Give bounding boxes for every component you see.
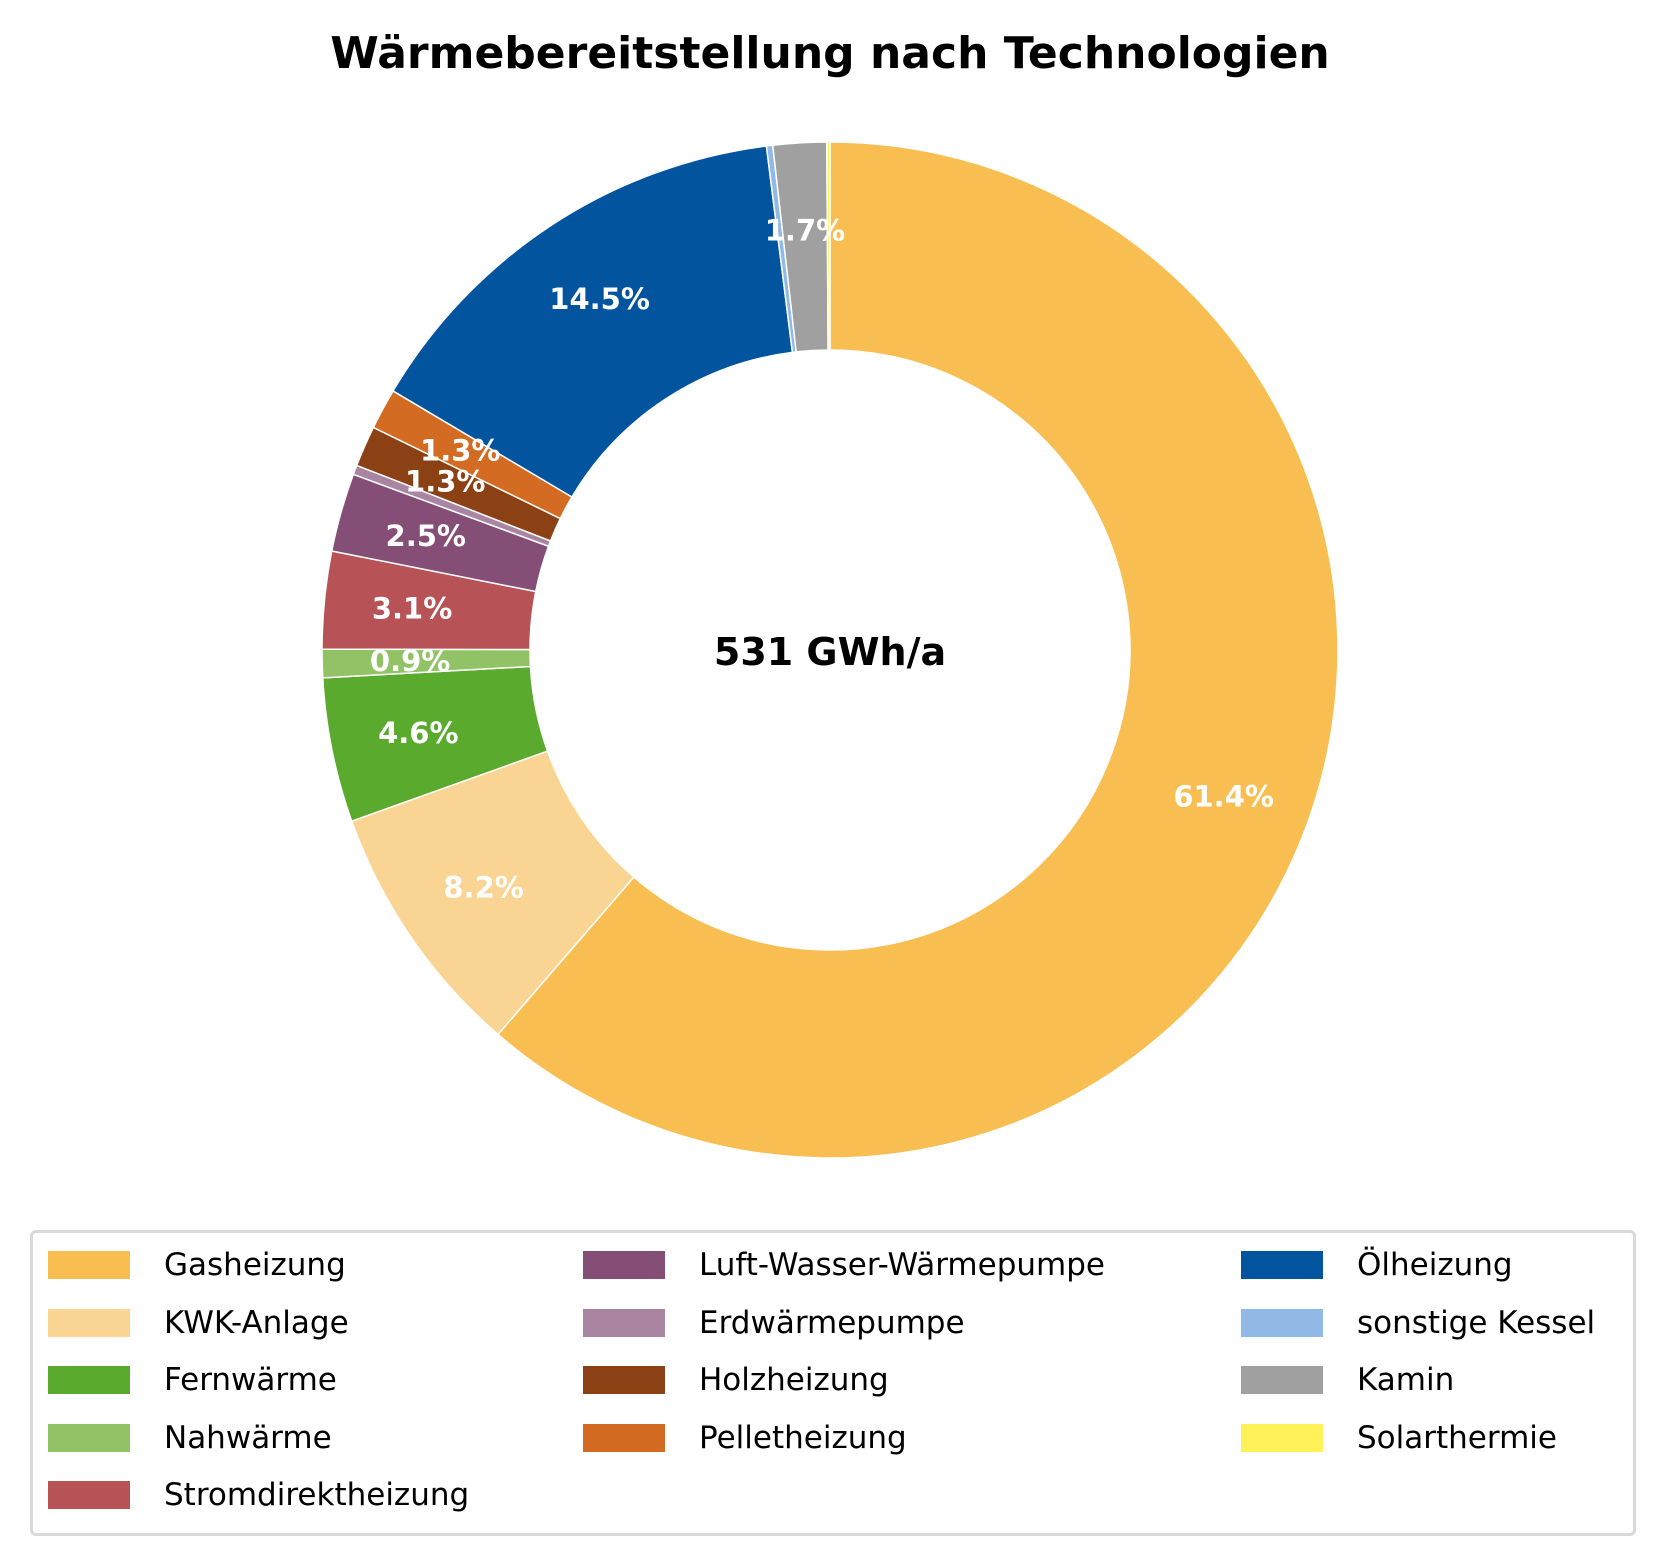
- legend-item: Luft-Wasser-Wärmepumpe: [583, 1245, 1105, 1285]
- data-label-holzheizung: 1.3%: [405, 465, 485, 499]
- data-label-luft-wasser-wärmepumpe: 2.5%: [386, 519, 466, 553]
- legend-swatch: [1241, 1423, 1323, 1452]
- legend-item: Nahwärme: [48, 1418, 332, 1458]
- legend-label: Nahwärme: [164, 1419, 332, 1456]
- legend-item: Ölheizung: [1241, 1245, 1513, 1285]
- legend-label: Solarthermie: [1357, 1419, 1557, 1456]
- donut-chart: Wärmebereitstellung nach Technologien 61…: [321, 28, 1339, 1159]
- legend-swatch: [583, 1366, 665, 1394]
- legend-label: Fernwärme: [164, 1362, 337, 1398]
- legend-label: Luft-Wasser-Wärmepumpe: [699, 1247, 1105, 1283]
- legend-swatch: [48, 1481, 130, 1509]
- slices-group: [321, 141, 1339, 1159]
- legend-label: Kamin: [1357, 1362, 1455, 1398]
- legend-label: KWK-Anlage: [164, 1304, 349, 1341]
- legend-item: Gasheizung: [48, 1245, 346, 1285]
- legend-swatch: [583, 1308, 665, 1337]
- data-label-stromdirektheizung: 3.1%: [372, 592, 452, 626]
- legend-item: sonstige Kessel: [1241, 1303, 1595, 1343]
- data-label-kwk-anlage: 8.2%: [443, 871, 523, 905]
- legend-label: Pelletheizung: [699, 1419, 907, 1456]
- data-label-ölheizung: 14.5%: [549, 282, 650, 316]
- legend-item: Fernwärme: [48, 1360, 337, 1400]
- legend-item: Holzheizung: [583, 1360, 889, 1400]
- legend-swatch: [48, 1308, 130, 1337]
- data-label-nahwärme: 0.9%: [370, 644, 450, 678]
- legend-label: Ölheizung: [1357, 1247, 1513, 1283]
- legend-swatch: [1241, 1366, 1323, 1394]
- chart-title: Wärmebereitstellung nach Technologien: [330, 28, 1330, 79]
- data-label-fernwärme: 4.6%: [378, 716, 458, 750]
- legend-label: Erdwärmepumpe: [699, 1304, 965, 1341]
- slice-ölheizung: [391, 145, 794, 499]
- legend-swatch: [583, 1251, 665, 1279]
- legend-swatch: [1241, 1308, 1323, 1337]
- legend-label: Stromdirektheizung: [164, 1477, 470, 1513]
- data-label-gasheizung: 61.4%: [1173, 779, 1274, 813]
- center-total-label: 531 GWh/a: [714, 630, 946, 674]
- legend-item: Kamin: [1241, 1360, 1454, 1400]
- legend-swatch: [583, 1423, 665, 1452]
- legend-item: Solarthermie: [1241, 1418, 1557, 1458]
- legend-label: Holzheizung: [699, 1362, 889, 1398]
- data-label-pelletheizung: 1.3%: [420, 434, 500, 468]
- data-labels-group: 61.4% 8.2% 4.6% 0.9% 3.1% 2.5% 1.3%1.3% 14.5% 1.…: [370, 214, 1274, 905]
- legend-swatch: [1241, 1251, 1323, 1279]
- slice-gasheizung: [496, 141, 1339, 1159]
- legend-item: Stromdirektheizung: [48, 1475, 469, 1515]
- legend-swatch: [48, 1251, 130, 1279]
- legend-label: Gasheizung: [164, 1247, 346, 1283]
- legend-item: Pelletheizung: [583, 1418, 907, 1458]
- legend-item: Erdwärmepumpe: [583, 1303, 965, 1343]
- legend: Gasheizung KWK-Anlage Fernwärme Nahwärme Str…: [30, 1230, 1636, 1536]
- legend-swatch: [48, 1366, 130, 1394]
- legend-label: sonstige Kessel: [1357, 1304, 1596, 1341]
- slice-solarthermie: [826, 141, 831, 351]
- legend-swatch: [48, 1423, 130, 1452]
- data-label-kamin: 1.7%: [765, 214, 845, 248]
- legend-item: KWK-Anlage: [48, 1303, 349, 1343]
